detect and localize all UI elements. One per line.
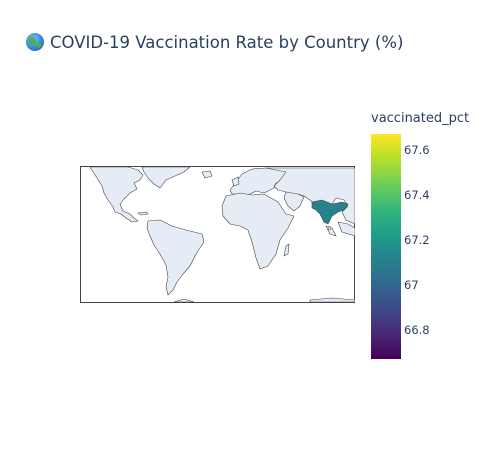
colorbar-title: vaccinated_pct (371, 111, 470, 126)
chart-title: COVID-19 Vaccination Rate by Country (%) (26, 33, 403, 52)
land-africa (221, 192, 295, 270)
land-arctic-isle (201, 170, 213, 179)
land-se-asia (337, 221, 355, 237)
land-antarctica (173, 297, 355, 303)
country-india[interactable] (311, 199, 349, 225)
colorbar-tick: 67 (404, 277, 419, 292)
colorbar-tick: 67.6 (404, 142, 430, 157)
land-caribbean (137, 211, 149, 216)
colorbar-tick: 67.2 (404, 232, 430, 247)
land-britain (231, 176, 240, 187)
country-sri-lanka (327, 225, 332, 231)
geo-map[interactable] (80, 166, 355, 303)
colorbar-gradient (371, 134, 401, 359)
land-south-america (146, 219, 205, 296)
colorbar-tick: 66.8 (404, 322, 430, 337)
land-north-america (89, 166, 144, 223)
chart-title-text: COVID-19 Vaccination Rate by Country (%) (50, 33, 404, 52)
land-arabia (283, 191, 305, 212)
colorbar-tick: 67.4 (404, 187, 430, 202)
land-greenland (141, 166, 191, 189)
land-madagascar (283, 243, 290, 257)
globe-icon (26, 33, 44, 51)
